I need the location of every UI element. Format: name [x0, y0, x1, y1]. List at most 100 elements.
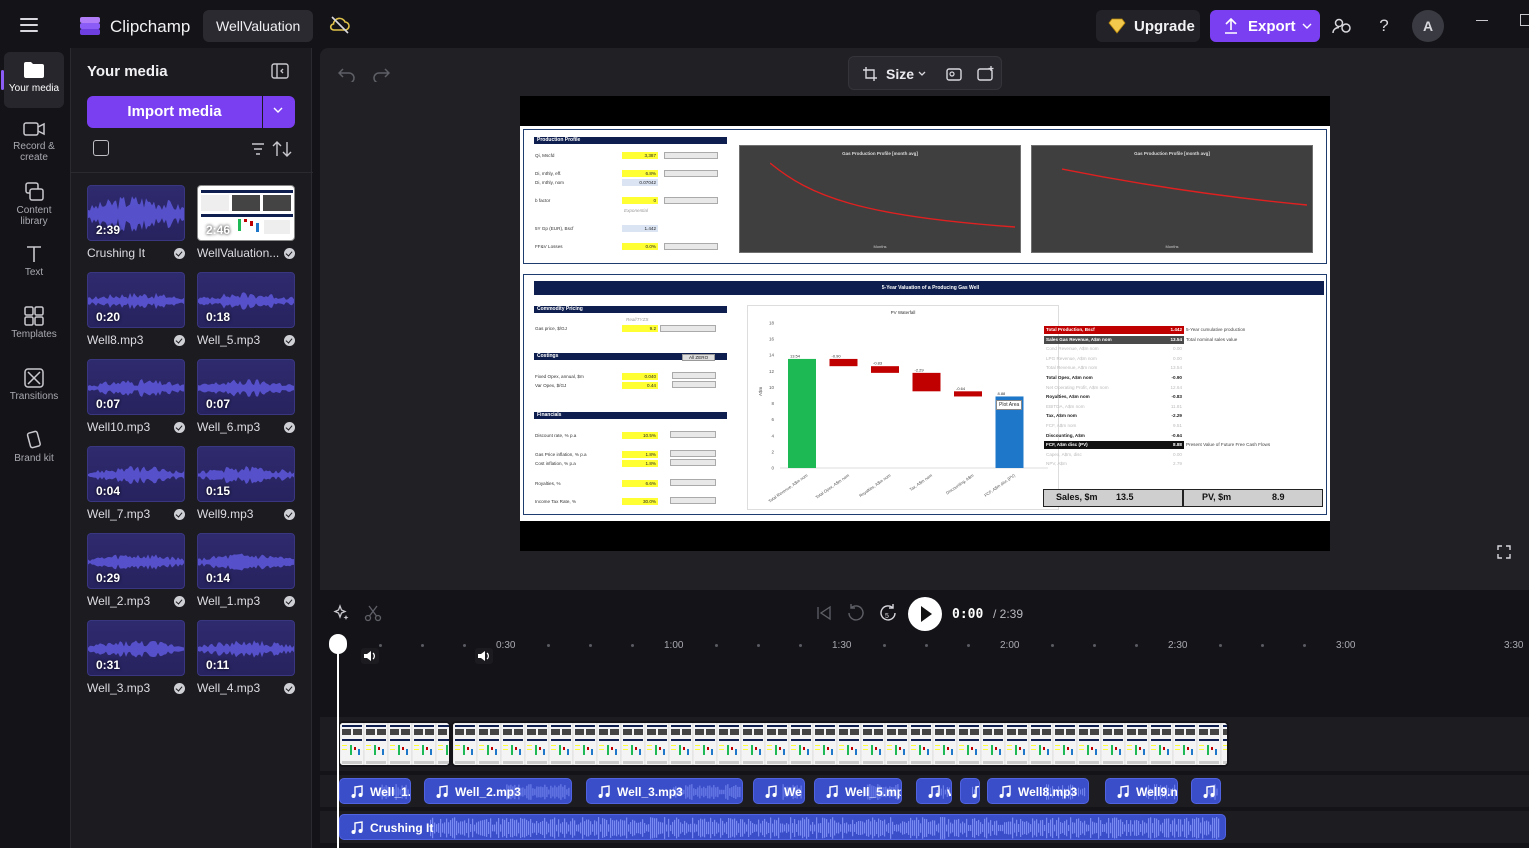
upgrade-button[interactable]: Upgrade [1096, 10, 1200, 42]
media-item[interactable]: 0:07 Well10.mp3 [87, 359, 185, 434]
added-check-icon [174, 335, 185, 346]
size-label[interactable]: Size [886, 66, 915, 82]
nav-your-media[interactable]: Your media [1, 52, 64, 108]
top-bar: Clipchamp WellValuation Upgrade Export ?… [0, 0, 1529, 52]
video-clip-2[interactable] [451, 721, 1229, 767]
input-label: b factor [535, 198, 551, 203]
media-thumbnail[interactable]: 0:04 [87, 446, 185, 502]
added-check-icon [284, 248, 295, 259]
import-media-button[interactable]: Import media [87, 96, 262, 128]
gas-inflation-value: 1.8% [622, 451, 658, 458]
gas-price-note: Real/TYZS [626, 317, 649, 322]
media-thumbnail[interactable]: 0:07 [197, 359, 295, 415]
media-item[interactable]: 0:20 Well8.mp3 [87, 272, 185, 347]
audio-clip[interactable]: Well_1. [339, 778, 411, 804]
media-item[interactable]: 0:29 Well_2.mp3 [87, 533, 185, 608]
audio-clip[interactable] [960, 778, 980, 804]
forward-5s-icon[interactable]: 5 [879, 603, 897, 623]
volume-icon[interactable] [361, 648, 379, 664]
volume-icon[interactable] [475, 648, 493, 664]
project-name-button[interactable]: WellValuation [203, 10, 314, 42]
media-name: Well_5.mp3 [197, 333, 261, 347]
media-item[interactable]: 0:31 Well_3.mp3 [87, 620, 185, 695]
media-duration: 2:46 [206, 223, 231, 237]
skip-to-start-icon[interactable] [816, 605, 832, 621]
import-dropdown-button[interactable] [263, 96, 295, 128]
audio-clip[interactable]: Well_3.mp3 [586, 778, 743, 804]
media-thumbnail[interactable]: 0:18 [197, 272, 295, 328]
nav-text[interactable]: Text [4, 236, 64, 292]
share-people-icon[interactable] [1330, 14, 1354, 38]
menu-icon[interactable] [20, 18, 38, 32]
audio-clip[interactable]: We [753, 778, 805, 804]
media-item[interactable]: 0:07 Well_6.mp3 [197, 359, 295, 434]
rewind-5s-icon[interactable] [847, 603, 865, 623]
x-category-label: Total Revenue, A$m nom [767, 472, 809, 503]
cloud-sync-off-icon[interactable] [328, 13, 352, 37]
waterfall-bar [954, 391, 982, 397]
clip-thumbnails [340, 723, 449, 765]
background-remove-icon[interactable] [945, 65, 963, 83]
var-opex-slider [672, 381, 716, 388]
audio-clip[interactable]: Well9.n [1105, 778, 1178, 804]
results-label: LPG Revenue, A$m nom [1046, 355, 1097, 361]
media-thumbnail[interactable]: 0:29 [87, 533, 185, 589]
media-item[interactable]: 0:15 Well9.mp3 [197, 446, 295, 521]
clip-label: Crushing It [370, 821, 434, 835]
y-tick-label: 8 [771, 401, 774, 406]
split-scissors-icon[interactable] [364, 604, 382, 622]
media-thumbnail[interactable]: 0:31 [87, 620, 185, 676]
undo-icon[interactable] [338, 66, 356, 82]
fullscreen-icon[interactable] [1497, 545, 1511, 559]
playhead-handle[interactable] [329, 634, 347, 654]
pv-label: PV, $m [1202, 492, 1232, 502]
audio-clip-crushing-it[interactable]: Crushing It [339, 814, 1226, 840]
add-overlay-icon[interactable] [977, 65, 995, 83]
select-all-checkbox[interactable] [93, 140, 109, 156]
media-item[interactable]: 2:39 Crushing It [87, 185, 185, 260]
video-preview[interactable]: Production Profile Qi, Mscfd 3,387 Di, mth… [520, 96, 1330, 551]
nav-content-library[interactable]: Content library [4, 174, 64, 230]
media-item[interactable]: 0:11 Well_4.mp3 [197, 620, 295, 695]
preview-stage: Size Production Profile Qi, Mscfd 3,387 Di… [320, 48, 1529, 590]
video-clip-1[interactable] [338, 721, 451, 767]
media-thumbnail[interactable]: 0:07 [87, 359, 185, 415]
redo-icon[interactable] [372, 66, 390, 82]
playhead[interactable] [337, 638, 339, 848]
media-item[interactable]: 2:46 WellValuation... [197, 185, 295, 260]
media-thumbnail[interactable]: 2:46 [197, 185, 295, 241]
chevron-down-icon[interactable] [918, 71, 926, 77]
play-button[interactable] [908, 597, 942, 631]
avatar[interactable]: A [1412, 10, 1444, 42]
minimize-icon[interactable] [1476, 20, 1488, 21]
nav-templates[interactable]: Templates [4, 298, 64, 354]
help-button[interactable]: ? [1379, 16, 1389, 35]
media-thumbnail[interactable]: 0:11 [197, 620, 295, 676]
sort-filter-icon[interactable] [251, 140, 295, 158]
media-thumbnail[interactable]: 2:39 [87, 185, 185, 241]
audio-clip[interactable]: v [916, 778, 952, 804]
magic-edit-icon[interactable] [332, 604, 350, 622]
nav-transitions[interactable]: Transitions [4, 360, 64, 416]
media-item[interactable]: 0:04 Well_7.mp3 [87, 446, 185, 521]
media-name: Well_2.mp3 [87, 594, 151, 608]
audio-clip[interactable]: Well8.mp3 [987, 778, 1089, 804]
audio-clip[interactable]: Well_5.mp [814, 778, 902, 804]
media-item[interactable]: 0:18 Well_5.mp3 [197, 272, 295, 347]
nav-record-create[interactable]: Record & create [4, 112, 64, 168]
results-row: NPV, A$m 2.79 [1044, 460, 1184, 468]
collapse-panel-icon[interactable] [271, 63, 289, 79]
tax-label: Income Tax Rate, % [535, 499, 577, 504]
crop-size-icon[interactable] [862, 66, 878, 82]
media-thumbnail[interactable]: 0:15 [197, 446, 295, 502]
results-row: Total Production, Bscf 1.442 [1044, 326, 1184, 334]
audio-clip[interactable] [1191, 778, 1221, 804]
media-item[interactable]: 0:14 Well_1.mp3 [197, 533, 295, 608]
audio-clip[interactable]: Well_2.mp3 [424, 778, 572, 804]
media-thumbnail[interactable]: 0:14 [197, 533, 295, 589]
nav-brand-kit[interactable]: Brand kit [4, 422, 64, 478]
media-thumbnail[interactable]: 0:20 [87, 272, 185, 328]
ruler-time-label: 0:30 [496, 640, 516, 651]
maximize-icon[interactable] [1520, 14, 1529, 26]
export-button[interactable]: Export [1210, 10, 1320, 42]
